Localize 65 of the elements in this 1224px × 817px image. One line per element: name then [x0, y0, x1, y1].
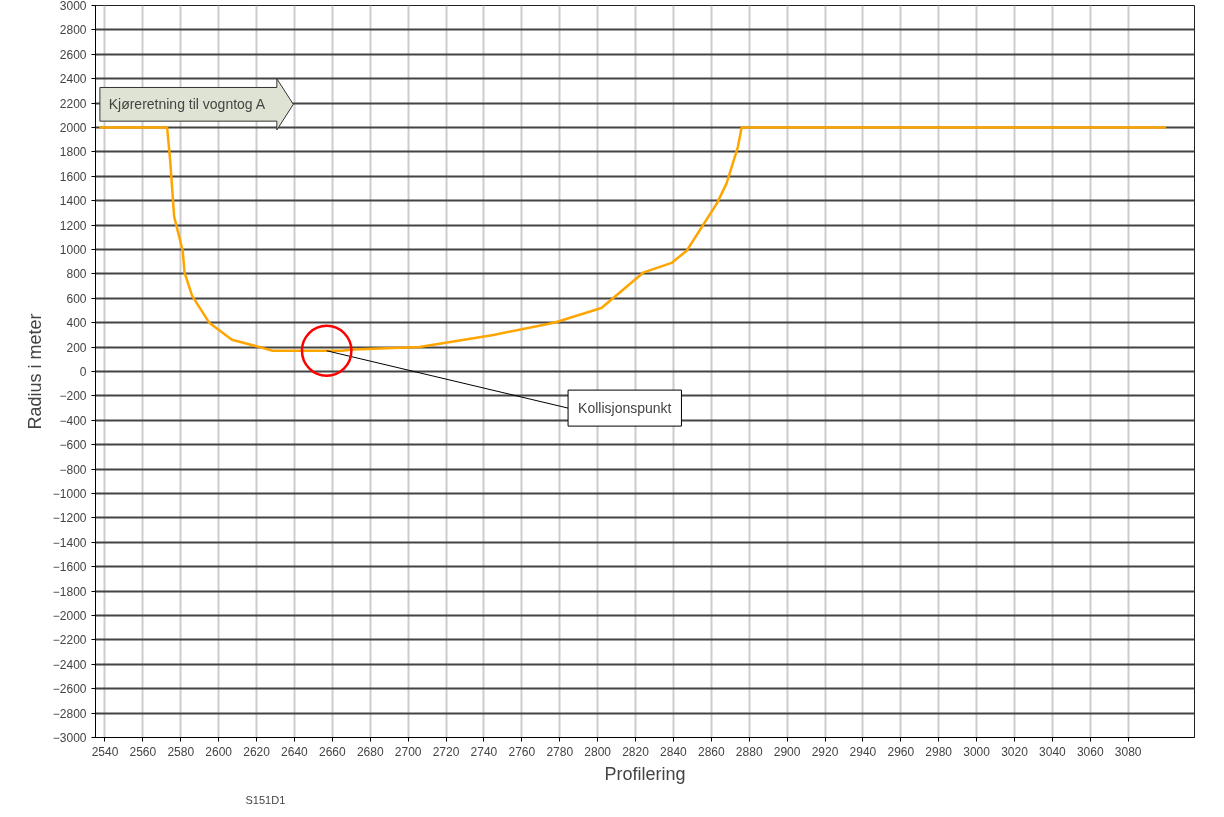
x-tick-label: 2780: [546, 744, 574, 759]
y-tick-label: 1400: [59, 194, 87, 209]
x-tick-label: 2540: [91, 744, 119, 759]
y-axis-title: Radius i meter: [24, 313, 45, 430]
x-tick-label: 2620: [243, 744, 271, 759]
x-tick-label: 2600: [205, 744, 233, 759]
x-tick-label: 2760: [508, 744, 536, 759]
y-tick-label: 0: [79, 365, 87, 379]
y-tick-label: −2600: [52, 682, 87, 697]
y-tick-label: 1600: [59, 169, 87, 184]
x-tick-label: 2560: [129, 744, 157, 759]
y-tick-label: −2200: [52, 633, 87, 648]
y-tick-label: 2000: [59, 121, 87, 135]
x-tick-label: 2660: [319, 744, 347, 759]
y-tick-label: 1200: [59, 218, 87, 233]
y-tick-label: −1200: [52, 511, 87, 526]
y-tick-label: −1600: [52, 560, 87, 575]
text: S151D1: [245, 793, 286, 806]
y-tick-label: −2400: [52, 657, 87, 672]
y-tick-label: −2800: [52, 706, 87, 721]
x-tick-label: 2920: [811, 744, 839, 759]
x-tick-label: 2800: [584, 744, 612, 759]
y-tick-label: 2800: [59, 23, 87, 38]
x-tick-label: 2880: [735, 744, 763, 759]
x-tick-label: 3080: [1114, 744, 1142, 759]
y-tick-label: −600: [59, 438, 87, 453]
y-tick-label: 600: [66, 291, 87, 306]
y-tick-label: −200: [59, 389, 87, 404]
x-axis-title: Profilering: [604, 763, 686, 784]
annotation: Kollisjonspunkt: [578, 400, 672, 417]
y-tick-label: −400: [59, 413, 87, 428]
y-tick-label: 3000: [59, 0, 87, 13]
y-tick-label: 800: [66, 267, 87, 282]
x-tick-label: 2840: [660, 744, 688, 759]
y-tick-label: −1400: [52, 535, 87, 550]
x-tick-label: 2960: [887, 744, 915, 759]
y-tick-label: 2200: [59, 96, 87, 111]
x-tick-label: 3060: [1076, 744, 1104, 759]
x-tick-label: 2680: [356, 744, 384, 759]
y-tick-label: 2600: [59, 47, 87, 62]
x-tick-label: 2900: [773, 744, 801, 759]
y-tick-label: 200: [66, 340, 87, 355]
y-tick-label: −1800: [52, 584, 87, 599]
line-series: [98, 126, 1168, 353]
x-tick-label: 2580: [167, 744, 195, 759]
y-tick-label: −800: [59, 462, 87, 477]
x-tick-label: 2820: [622, 744, 650, 759]
x-tick-label: 3020: [1001, 744, 1029, 759]
x-tick-label: 2720: [432, 744, 460, 759]
x-tick-label: 2980: [925, 744, 953, 759]
y-tick-label: −3000: [52, 731, 87, 745]
x-tick-label: 2640: [281, 744, 309, 759]
y-tick-label: 2400: [59, 72, 87, 87]
y-tick-label: 400: [66, 316, 87, 331]
x-tick-label: 2860: [697, 744, 725, 759]
y-tick-label: −2000: [52, 609, 87, 623]
y-tick-label: 1800: [59, 145, 87, 160]
x-tick-label: 3040: [1039, 744, 1067, 759]
annotation: Kjøreretning til vogntog A: [108, 96, 266, 113]
y-tick-label: −1000: [52, 487, 87, 501]
y-tick-label: 1000: [59, 243, 87, 257]
x-tick-label: 2700: [394, 744, 422, 759]
x-tick-label: 2940: [849, 744, 877, 759]
x-tick-label: 3000: [963, 744, 991, 759]
x-tick-label: 2740: [470, 744, 498, 759]
